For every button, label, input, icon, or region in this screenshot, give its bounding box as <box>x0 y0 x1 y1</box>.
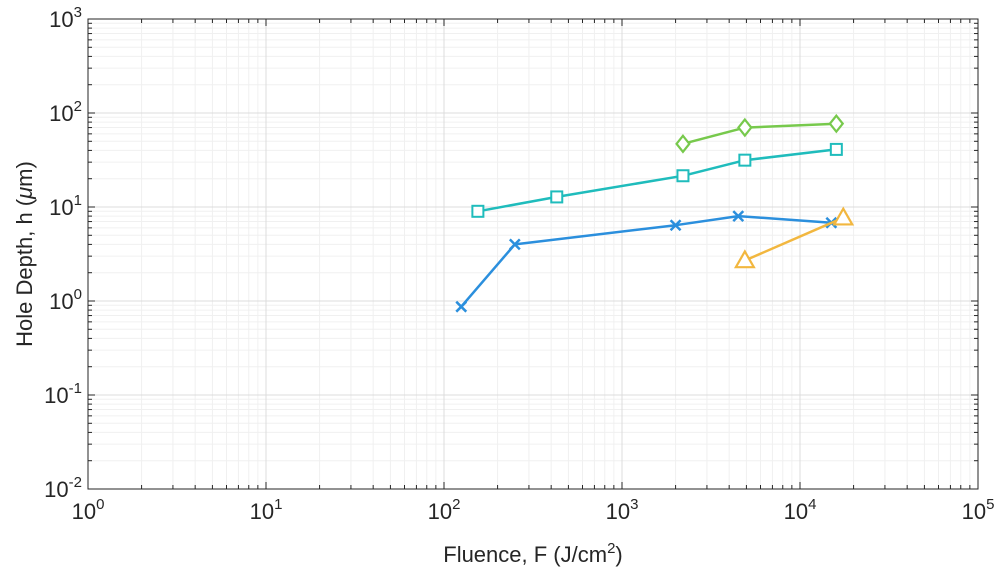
y-tick-base: 10 <box>49 101 73 126</box>
y-tick-label: 101 <box>49 192 82 220</box>
x-axis-title-tail: ) <box>615 542 622 567</box>
data-point-square-marker <box>739 155 750 166</box>
y-axis-title-mu: μ <box>12 187 37 200</box>
x-tick-base: 10 <box>428 499 452 524</box>
y-tick-base: 10 <box>49 7 73 32</box>
y-tick-label: 100 <box>49 286 82 314</box>
x-tick-label: 104 <box>784 496 817 524</box>
x-tick-base: 10 <box>784 499 808 524</box>
y-tick-label: 10-2 <box>44 474 82 502</box>
x-tick-label: 102 <box>428 496 461 524</box>
x-axis-title-sup: 2 <box>607 540 615 557</box>
y-tick-exp: 0 <box>74 286 82 303</box>
data-point-square-marker <box>551 191 562 202</box>
y-tick-exp: 2 <box>74 98 82 115</box>
x-tick-base: 10 <box>606 499 630 524</box>
y-tick-label: 102 <box>49 98 82 126</box>
x-tick-label: 105 <box>962 496 995 524</box>
y-axis-title: Hole Depth, h (μm) <box>12 161 37 347</box>
y-tick-base: 10 <box>44 383 68 408</box>
y-tick-base: 10 <box>49 289 73 314</box>
x-axis-title: Fluence, F (J/cm2) <box>443 540 622 567</box>
data-point-square-marker <box>472 206 483 217</box>
x-tick-exp: 5 <box>986 496 994 513</box>
y-axis-title-text: Hole Depth, h ( <box>12 198 37 347</box>
x-tick-label: 100 <box>72 496 105 524</box>
y-axis-title-tail: m) <box>12 161 37 187</box>
x-tick-exp: 0 <box>96 496 104 513</box>
x-tick-exp: 2 <box>452 496 460 513</box>
y-tick-exp: -2 <box>69 474 82 491</box>
y-tick-base: 10 <box>44 477 68 502</box>
y-tick-label: 10-1 <box>44 380 82 408</box>
y-tick-label: 103 <box>49 4 82 32</box>
x-tick-base: 10 <box>72 499 96 524</box>
x-tick-exp: 1 <box>274 496 282 513</box>
x-tick-base: 10 <box>962 499 986 524</box>
plot-area <box>88 19 978 489</box>
x-axis-title-text: Fluence, F (J/cm <box>443 542 607 567</box>
x-tick-exp: 3 <box>630 496 638 513</box>
data-point-square-marker <box>831 144 842 155</box>
x-tick-label: 101 <box>250 496 283 524</box>
data-point-square-marker <box>677 170 688 181</box>
x-tick-base: 10 <box>250 499 274 524</box>
y-tick-exp: 3 <box>74 4 82 21</box>
y-tick-exp: 1 <box>74 192 82 209</box>
y-tick-base: 10 <box>49 195 73 220</box>
x-tick-label: 103 <box>606 496 639 524</box>
x-tick-exp: 4 <box>808 496 816 513</box>
y-tick-exp: -1 <box>69 380 82 397</box>
